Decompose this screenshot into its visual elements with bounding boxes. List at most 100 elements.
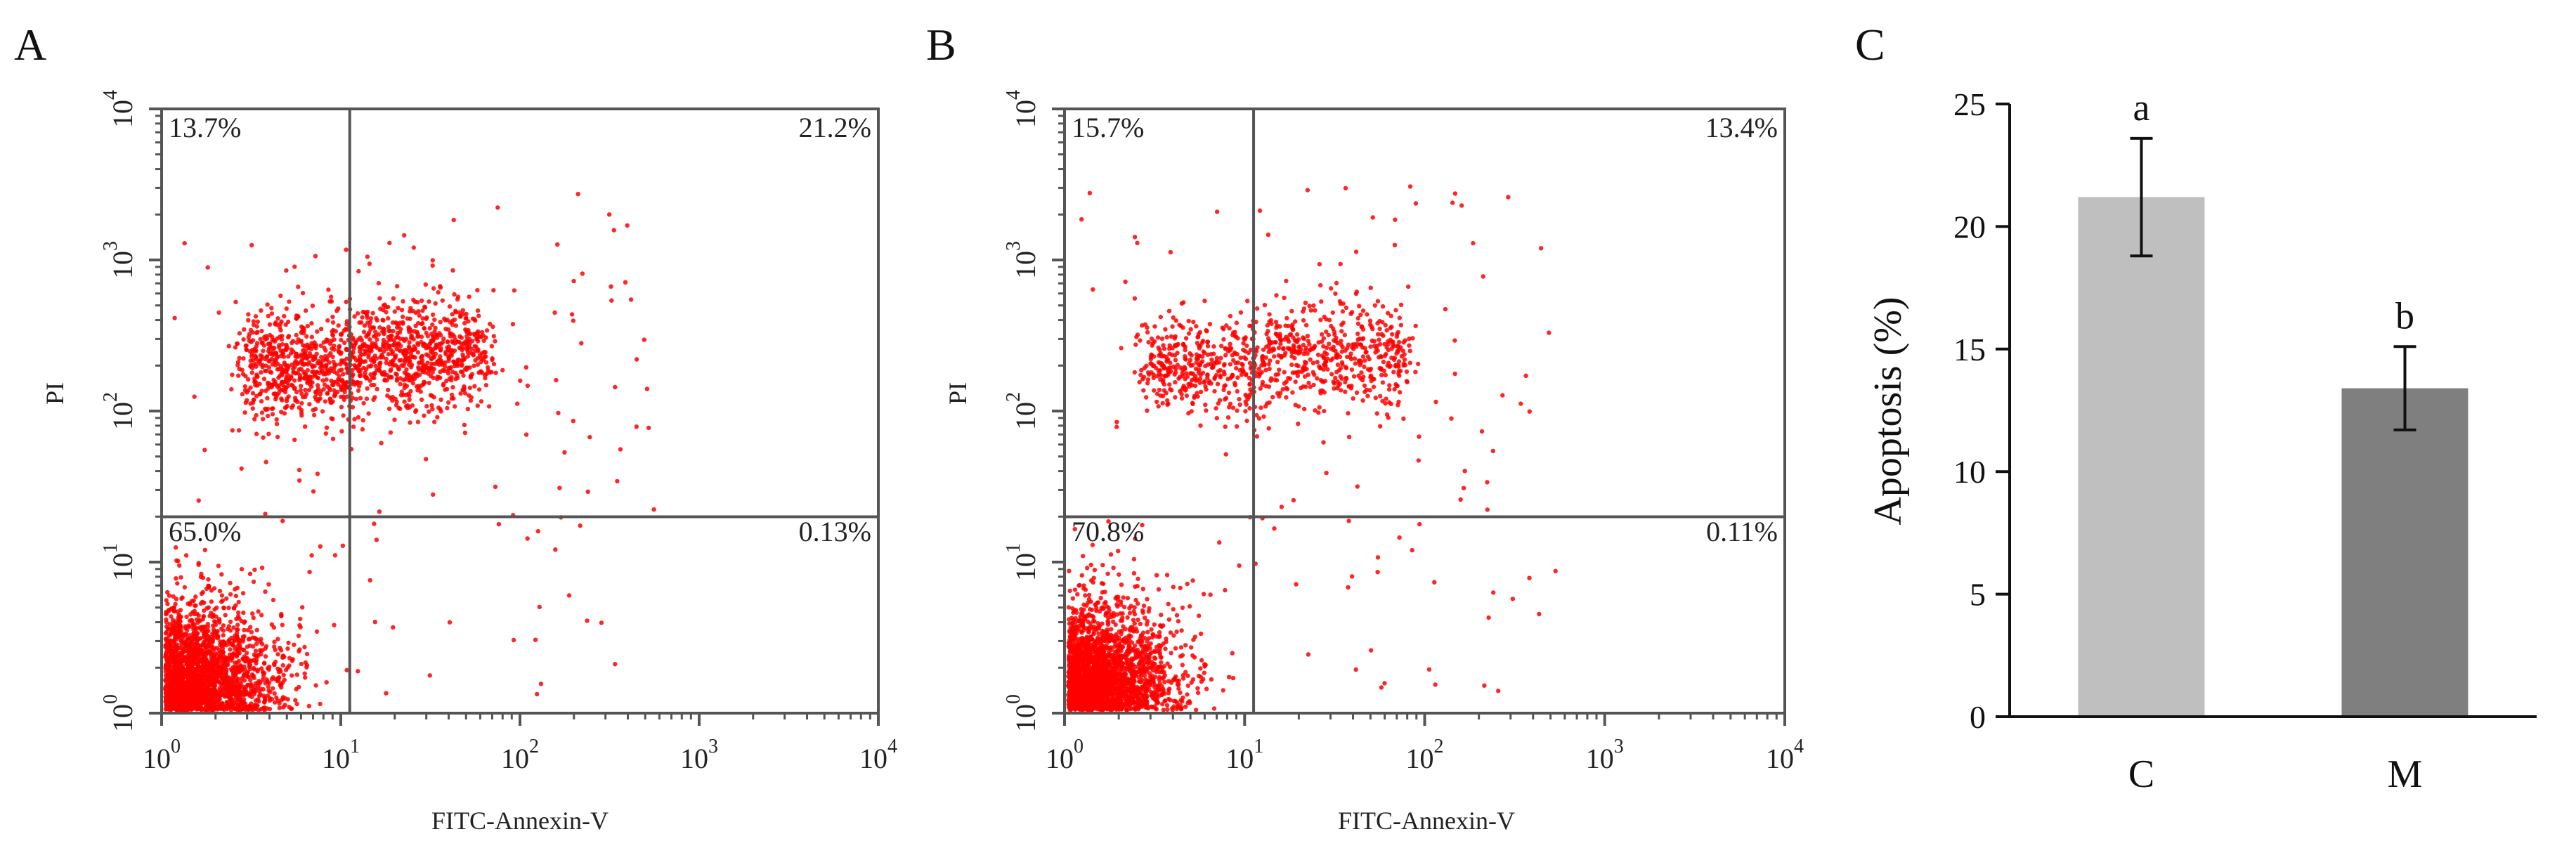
flow-dot (235, 649, 240, 654)
flow-dot (552, 310, 557, 315)
flow-dot (180, 595, 185, 600)
flow-dot (476, 347, 481, 352)
flow-dot (163, 652, 169, 657)
flow-dot (401, 377, 406, 383)
flow-dot (394, 399, 399, 405)
flow-dot (585, 618, 590, 623)
flow-dot (477, 353, 483, 358)
flow-dot (221, 628, 226, 633)
flow-dot (609, 284, 613, 289)
flow-dot (443, 351, 448, 357)
flow-dot (211, 708, 216, 712)
flow-dot (261, 674, 266, 679)
flow-dot (473, 318, 478, 323)
flow-dot (205, 622, 210, 627)
flow-dot (1176, 686, 1181, 691)
flow-dot (252, 667, 257, 672)
y-tick-label: 103 (100, 241, 138, 279)
flow-dot (178, 575, 183, 580)
flow-dot (1118, 618, 1124, 623)
flow-dot (409, 375, 414, 380)
flow-dot (332, 369, 337, 374)
flow-dot (392, 417, 397, 422)
flow-dot (450, 318, 455, 323)
flow-dot (483, 360, 489, 365)
flow-dot (358, 396, 363, 400)
flow-dot (450, 385, 455, 390)
flow-dot (242, 627, 247, 632)
flow-dot (438, 407, 443, 412)
flow-dot (202, 547, 207, 552)
flow-dot (1161, 708, 1166, 712)
flow-dot (270, 412, 275, 417)
flow-dot (360, 315, 365, 320)
flow-dot (280, 680, 285, 685)
flow-dot (188, 612, 193, 617)
flow-dot (163, 684, 168, 690)
panel-a-x-axis-label: FITC-Annexin-V (431, 807, 609, 835)
flow-dot (460, 308, 465, 313)
flow-dot (240, 367, 245, 372)
flow-dot (1171, 585, 1176, 589)
flow-dot (557, 486, 562, 490)
flow-dot (263, 654, 268, 659)
flow-dot (258, 680, 263, 685)
flow-dot (450, 370, 455, 374)
flow-dot (1072, 587, 1078, 592)
flow-dot (464, 311, 469, 317)
flow-dot (310, 304, 316, 308)
flow-dot (189, 618, 195, 623)
flow-dot (228, 592, 233, 597)
flow-dot (476, 329, 481, 334)
flow-dot (229, 386, 234, 392)
flow-dot (1152, 655, 1157, 660)
flow-dot (340, 543, 346, 548)
flow-dot (387, 240, 392, 245)
flow-dot (440, 367, 445, 373)
flow-dot (309, 553, 314, 558)
flow-dot (323, 431, 328, 436)
flow-dot (424, 352, 429, 357)
flow-dot (254, 641, 259, 646)
flow-dot (216, 634, 221, 639)
flow-dot (433, 325, 438, 330)
flow-dot (409, 328, 414, 334)
flow-dot (1178, 645, 1184, 650)
flow-dot (311, 408, 316, 412)
flow-dot (251, 363, 256, 367)
flow-dot (411, 245, 416, 250)
flow-dot (230, 428, 235, 433)
flow-dot (299, 384, 304, 389)
flow-dot (230, 642, 235, 647)
flow-dot (290, 657, 295, 662)
flow-dot (259, 328, 264, 334)
flow-dot (241, 647, 247, 652)
flow-dot (237, 331, 242, 336)
flow-dot (250, 674, 255, 679)
flow-dot (553, 547, 558, 552)
flow-dot (252, 567, 257, 573)
flow-dot (438, 285, 443, 290)
flow-dot (646, 425, 651, 431)
flow-dot (381, 318, 386, 323)
flow-dot (1119, 582, 1124, 587)
flow-dot (1208, 592, 1213, 597)
flow-dot (365, 386, 370, 391)
flow-dot (324, 680, 329, 685)
flow-dot (334, 308, 339, 313)
flow-dot (259, 399, 264, 404)
flow-dot (475, 308, 481, 313)
flow-dot (246, 312, 251, 317)
flow-dot (212, 686, 216, 691)
flow-dot (239, 680, 244, 685)
flow-dot (280, 519, 285, 523)
flow-dot (613, 662, 618, 667)
flow-dot (226, 344, 231, 348)
flow-dot (223, 670, 229, 675)
flow-dot (323, 354, 327, 359)
flow-dot (447, 376, 453, 382)
flow-dot (245, 627, 250, 633)
flow-dot (458, 313, 463, 318)
flow-dot (236, 428, 242, 433)
flow-dot (169, 630, 174, 636)
